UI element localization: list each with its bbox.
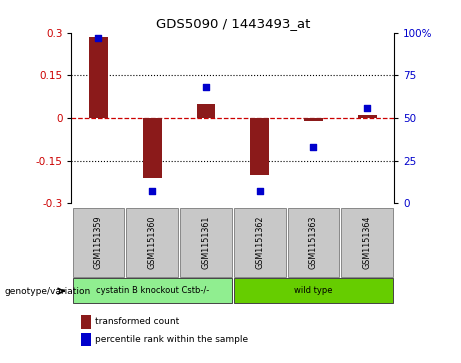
FancyBboxPatch shape [342,208,393,277]
Text: genotype/variation: genotype/variation [5,287,91,295]
Title: GDS5090 / 1443493_at: GDS5090 / 1443493_at [156,17,310,30]
Text: GSM1151360: GSM1151360 [148,216,157,269]
Text: cystatin B knockout Cstb-/-: cystatin B knockout Cstb-/- [95,286,209,295]
FancyBboxPatch shape [234,278,393,303]
FancyBboxPatch shape [288,208,339,277]
FancyBboxPatch shape [234,208,285,277]
Text: GSM1151361: GSM1151361 [201,216,210,269]
Text: transformed count: transformed count [95,318,180,326]
Bar [196,104,215,118]
FancyBboxPatch shape [72,208,124,277]
FancyBboxPatch shape [126,208,178,277]
Text: wild type: wild type [294,286,333,295]
Point [256,188,263,194]
FancyBboxPatch shape [180,208,232,277]
FancyBboxPatch shape [72,278,232,303]
Point [364,105,371,111]
Point [148,188,156,194]
Bar [358,115,377,118]
Text: GSM1151363: GSM1151363 [309,216,318,269]
Bar [304,118,323,121]
Bar [143,118,161,178]
Bar [89,37,108,118]
Text: GSM1151362: GSM1151362 [255,216,264,269]
Point [202,84,210,90]
Bar [250,118,269,175]
Point [310,144,317,150]
Text: GSM1151364: GSM1151364 [363,216,372,269]
Text: percentile rank within the sample: percentile rank within the sample [95,335,248,343]
Text: GSM1151359: GSM1151359 [94,216,103,269]
Point [95,35,102,41]
